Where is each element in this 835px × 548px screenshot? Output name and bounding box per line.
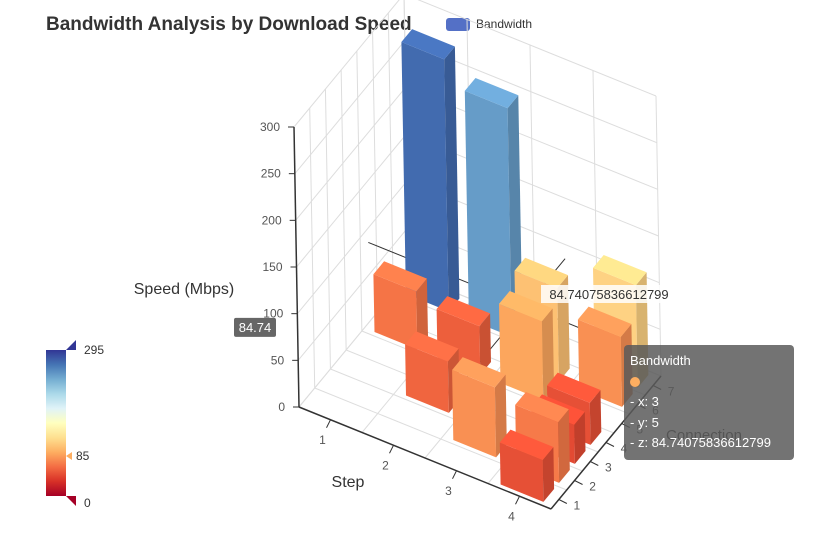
bar-face[interactable] xyxy=(558,409,570,483)
bar-x1-y7[interactable] xyxy=(401,29,460,312)
bar-face[interactable] xyxy=(515,392,569,423)
visual-map-value-handle[interactable] xyxy=(66,452,72,460)
legend-label[interactable]: Bandwidth xyxy=(476,17,533,31)
bar-face[interactable] xyxy=(373,261,427,292)
bar-face[interactable] xyxy=(593,255,647,286)
x-tick-label: 4 xyxy=(508,509,515,523)
visual-map-handle-label: 85 xyxy=(76,449,90,463)
y-tick xyxy=(590,461,599,466)
bar-face[interactable] xyxy=(541,308,554,401)
bar-face[interactable] xyxy=(499,429,554,460)
bar-face[interactable] xyxy=(514,257,569,288)
visual-map[interactable]: 295 85 0 xyxy=(40,340,110,512)
legend[interactable]: Bandwidth xyxy=(446,17,532,31)
grid-line xyxy=(655,95,662,377)
bar-face[interactable] xyxy=(479,313,491,375)
grid-line xyxy=(295,87,407,221)
bar-face[interactable] xyxy=(373,274,418,350)
bar-face[interactable] xyxy=(416,278,428,350)
bar-face[interactable] xyxy=(577,306,632,337)
visual-map-min-label: 0 xyxy=(84,496,91,510)
tooltip-series-name: Bandwidth xyxy=(630,353,691,368)
grid-line xyxy=(372,31,379,313)
x-tick xyxy=(452,470,457,479)
z-axis-name: Speed (Mbps) xyxy=(134,281,235,298)
bar-face[interactable] xyxy=(401,42,449,312)
visual-map-gradient[interactable] xyxy=(46,350,66,496)
bar-x3-y2[interactable] xyxy=(452,357,507,458)
grid-line xyxy=(294,40,406,174)
bar-face[interactable] xyxy=(499,303,544,401)
bar-face[interactable] xyxy=(405,331,459,362)
bar-face[interactable] xyxy=(452,357,506,388)
visual-map-min-handle[interactable] xyxy=(66,496,76,506)
x-tick xyxy=(515,496,520,505)
x-tick xyxy=(326,419,331,428)
y-tick xyxy=(574,480,583,485)
z-tick-label: 100 xyxy=(263,307,283,321)
hover-label-bg xyxy=(541,285,678,303)
bar-face[interactable] xyxy=(444,46,460,312)
bar-x2-y7[interactable] xyxy=(464,78,523,337)
x-tick-label: 2 xyxy=(382,458,389,472)
tooltip: Bandwidth - x: 3 - y: 5 - z: 84.74075836… xyxy=(624,345,794,460)
bar-face[interactable] xyxy=(499,442,544,502)
grid-line xyxy=(296,180,408,314)
chart-title: Bandwidth Analysis by Download Speed xyxy=(46,14,412,35)
bar-face[interactable] xyxy=(547,372,601,403)
x-axis-line xyxy=(298,406,552,510)
hover-value-label: 84.74075836612799 xyxy=(549,287,668,302)
grid-line xyxy=(387,12,394,294)
grid-line xyxy=(297,227,409,361)
grid-line xyxy=(324,88,331,370)
bar-face[interactable] xyxy=(577,319,622,407)
z-tick-label: 200 xyxy=(262,213,282,227)
y-tick-label: 2 xyxy=(589,480,596,494)
tooltip-z: - z: 84.74075836612799 xyxy=(630,435,771,450)
x-tick-label: 3 xyxy=(445,484,452,498)
tooltip-y: - y: 5 xyxy=(630,414,659,430)
bar-x3-y5[interactable] xyxy=(499,291,554,401)
bar-x4-y1[interactable] xyxy=(499,429,555,502)
y-tick xyxy=(558,499,568,504)
x-tick-label: 1 xyxy=(319,433,326,447)
bar-face[interactable] xyxy=(589,390,602,445)
grid-line xyxy=(356,50,363,332)
bar-face[interactable] xyxy=(401,29,455,60)
grid-line xyxy=(296,133,407,268)
legend-swatch[interactable] xyxy=(446,17,470,31)
grid-line xyxy=(340,69,347,351)
z-tick-label: 250 xyxy=(261,167,281,181)
z-tick-label: 150 xyxy=(262,260,282,274)
bar-face[interactable] xyxy=(452,370,497,458)
tooltip-series-dot xyxy=(630,377,640,388)
x-tick xyxy=(389,445,394,454)
bar-face[interactable] xyxy=(464,90,512,337)
x-axis-name: Step xyxy=(332,474,365,491)
axis-pointer-label: 84.74 xyxy=(239,320,272,335)
bar-face[interactable] xyxy=(464,78,519,109)
bar-face[interactable] xyxy=(499,291,553,322)
z-tick-label: 0 xyxy=(278,400,285,414)
tooltip-x: - x: 3 xyxy=(630,394,659,409)
y-tick-label: 3 xyxy=(605,461,612,475)
visual-map-max-label: 295 xyxy=(84,343,105,357)
bar-x1-y5[interactable] xyxy=(373,261,428,350)
axis-pointer-label-bg xyxy=(234,317,276,337)
bar-face[interactable] xyxy=(436,296,491,327)
bar-face[interactable] xyxy=(574,411,586,464)
bar-face[interactable] xyxy=(542,447,555,502)
y-tick-label: 1 xyxy=(574,499,581,513)
visual-map-handles[interactable] xyxy=(40,340,110,512)
y-tick xyxy=(605,442,615,447)
bar-face[interactable] xyxy=(494,374,507,458)
z-tick-label: 300 xyxy=(260,120,280,134)
z-tick-label: 50 xyxy=(271,353,285,367)
grid-line xyxy=(309,107,316,389)
bar-face[interactable] xyxy=(405,344,449,413)
grid-line xyxy=(293,0,400,128)
visual-map-max-handle[interactable] xyxy=(66,340,76,350)
